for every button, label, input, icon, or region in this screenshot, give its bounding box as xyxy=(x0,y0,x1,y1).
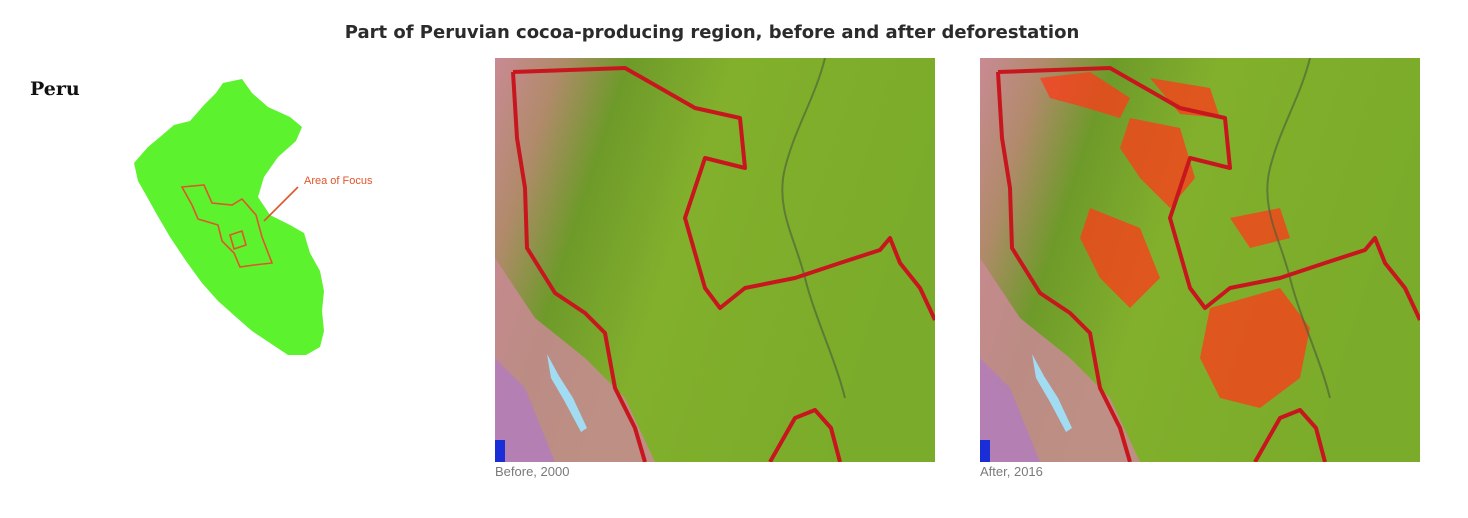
mountain-zone xyxy=(980,258,1140,462)
deforestation-patch xyxy=(1150,78,1220,118)
inset-focus-label: Area of Focus xyxy=(304,175,373,187)
deforestation-patch xyxy=(1040,72,1130,118)
deforestation-patch xyxy=(1120,118,1195,208)
region-boundary xyxy=(996,66,1420,462)
glacier-streak xyxy=(547,354,587,432)
water-corner xyxy=(495,440,505,462)
deforestation-patch xyxy=(1230,208,1290,248)
satellite-panel-after xyxy=(980,58,1420,462)
deforestation-patch xyxy=(1200,288,1310,408)
mountain-zone xyxy=(495,258,655,462)
peru-country-shape xyxy=(134,79,324,355)
glacier-streak xyxy=(1032,354,1072,432)
region-boundary xyxy=(511,66,935,462)
mountain-zone-purple xyxy=(495,358,555,462)
deforestation-patch xyxy=(1080,208,1160,308)
inset-country-label: Peru xyxy=(30,78,80,100)
focus-area-outline xyxy=(180,184,274,268)
figure-title: Part of Peruvian cocoa-producing region,… xyxy=(344,22,1080,43)
peru-inset-map xyxy=(134,79,324,355)
caption-after: After, 2016 xyxy=(980,464,1043,479)
mountain-zone-purple xyxy=(980,358,1040,462)
caption-before: Before, 2000 xyxy=(495,464,570,479)
river-line xyxy=(1266,58,1331,399)
deforestation-patches xyxy=(1040,72,1310,408)
river-line xyxy=(781,58,846,399)
water-corner xyxy=(980,440,990,462)
focus-leader-line xyxy=(263,186,299,222)
satellite-panel-before xyxy=(495,58,935,462)
